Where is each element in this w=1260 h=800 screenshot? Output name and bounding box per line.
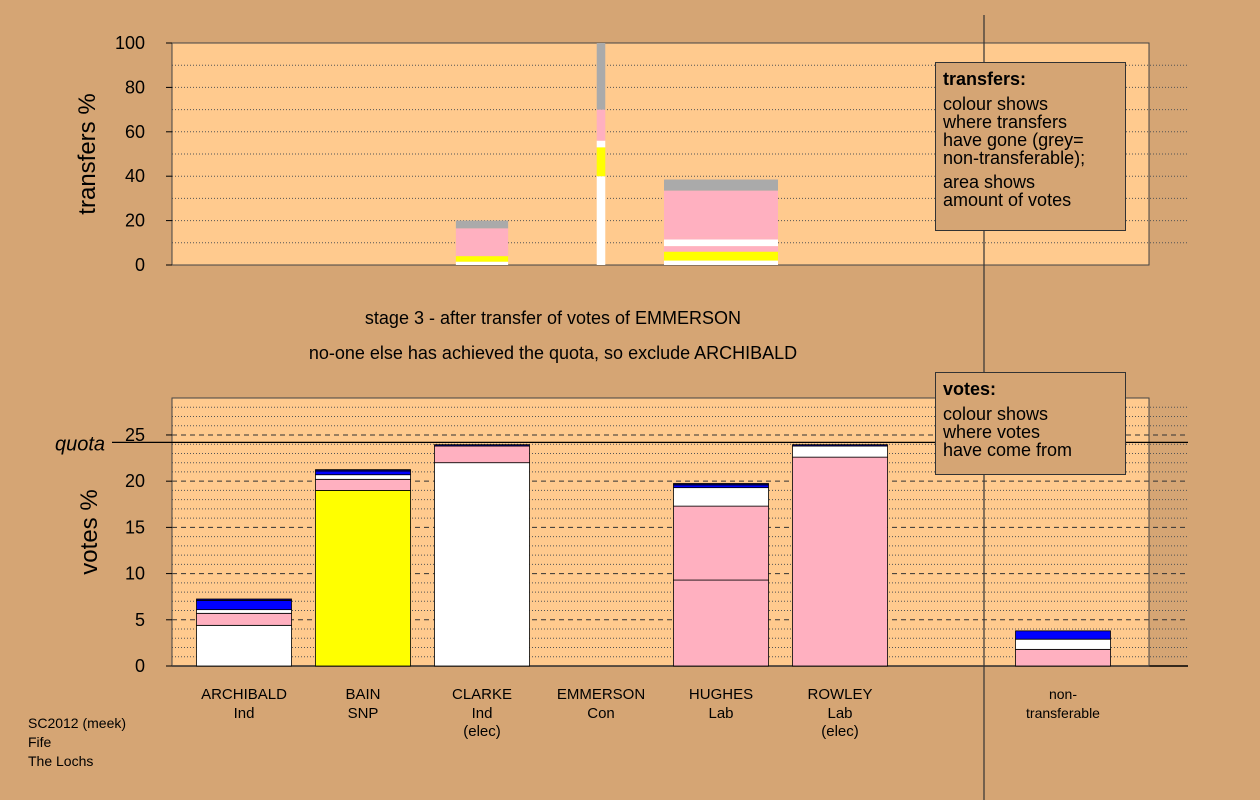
footer: SC2012 (meek) Fife The Lochs [28,714,126,771]
category-label: CLARKE [452,686,512,703]
category-label: HUGHES [689,686,753,703]
transfer-bar-segment [664,251,778,261]
votes-legend-line: have come from [943,440,1073,460]
y-tick-label: 20 [125,211,145,231]
vote-bar-segment [1015,638,1111,650]
y-tick-label: 80 [125,77,145,97]
transfer-bar-segment [596,176,606,265]
y-tick-label: 25 [125,425,145,445]
vote-bar-segment [434,444,530,447]
category-sublabel: Lab [708,705,733,722]
y-tick-label: 0 [135,656,145,676]
y-tick-label: 15 [125,517,145,537]
y-tick-label: 100 [115,33,145,53]
category-label: ROWLEY [807,686,872,703]
footer-line: SC2012 (meek) [28,715,127,731]
vote-bar-segment [196,612,292,626]
category-sublabel: (elec) [821,723,859,740]
vote-bar-segment [196,599,292,611]
transfer-bar-segment [596,140,606,148]
transfer-bar-segment [455,261,509,265]
transfer-bar-segment [664,237,778,240]
y-tick-label: 10 [125,564,145,584]
category-sublabel: Ind [234,705,255,722]
vote-bar-segment [434,445,530,464]
transfer-bar-segment [664,179,778,191]
vote-bar-segment [315,469,411,472]
vote-bar-segment [196,598,292,601]
stage-subtitle: no-one else has achieved the quota, so e… [308,343,798,363]
vote-bar-segment [315,470,411,476]
transfer-bar-segment [664,239,778,247]
transfers-legend-line: amount of votes [943,190,1072,210]
category-label: non- [1049,686,1077,702]
vote-bar-segment [792,444,888,447]
category-sublabel: transferable [1026,705,1100,721]
transfers-plot-border [171,42,1150,266]
transfer-bar-segment [455,256,509,262]
category-sublabel: (elec) [463,723,501,740]
vote-bar-segment [315,490,411,667]
transfers-legend-line: have gone (grey= [943,130,1084,150]
y-tick-label: 60 [125,122,145,142]
vote-bar-segment [1015,630,1111,640]
vote-bar-segment [315,474,411,480]
vote-bar-segment [792,456,888,667]
votes-legend-title: votes: [943,379,997,399]
transfers-legend: transfers: colour shows where transfers … [935,62,1126,231]
y-tick-label: 0 [135,255,145,275]
category-sublabel: Ind [472,705,493,722]
transfer-bar-segment [596,109,606,141]
vote-bar-segment [1015,648,1111,667]
y-tick-label: 40 [125,166,145,186]
category-label: EMMERSON [557,686,645,703]
transfers-legend-line: area shows [943,172,1036,192]
transfers-legend-line: non-transferable); [943,148,1086,168]
footer-line: The Lochs [28,753,94,769]
transfers-legend-line: colour shows [943,94,1049,114]
stage-title: stage 3 - after transfer of votes of EMM… [364,308,742,328]
votes-legend: votes: colour shows where votes have com… [935,372,1126,475]
transfer-bar-segment [664,190,778,238]
footer-line: Fife [28,734,52,750]
vote-bar-segment [673,579,769,667]
vote-bar-segment [673,484,769,489]
vote-bar-segment [196,609,292,614]
transfer-bar-segment [596,147,606,177]
vote-bar-segment [673,505,769,581]
vote-bar-segment [673,483,769,486]
y-tick-label: 5 [135,610,145,630]
y-axis-label: votes % [76,489,103,574]
transfers-legend-title: transfers: [943,69,1027,89]
quota-label: quota [55,433,105,455]
y-tick-label: 20 [125,471,145,491]
vote-bar-segment [196,624,292,667]
transfer-bar-segment [455,220,509,229]
transfer-bar-segment [455,228,509,257]
vote-bar-segment [315,478,411,491]
vote-bar-segment [673,487,769,507]
transfer-bar-segment [596,43,606,110]
category-sublabel: Lab [827,705,852,722]
category-label: BAIN [345,686,380,703]
votes-legend-line: where votes [943,422,1041,442]
category-sublabel: Con [587,705,615,722]
transfer-bar-segment [664,246,778,252]
category-sublabel: SNP [348,705,379,722]
transfer-bar-segment [664,260,778,265]
y-axis-label: transfers % [74,93,101,214]
vote-bar-segment [434,462,530,667]
transfers-legend-line: where transfers [943,112,1068,132]
vote-bar-segment [792,445,888,458]
category-label: ARCHIBALD [201,686,287,703]
votes-legend-line: colour shows [943,404,1049,424]
votes-plot-border [171,397,1150,667]
